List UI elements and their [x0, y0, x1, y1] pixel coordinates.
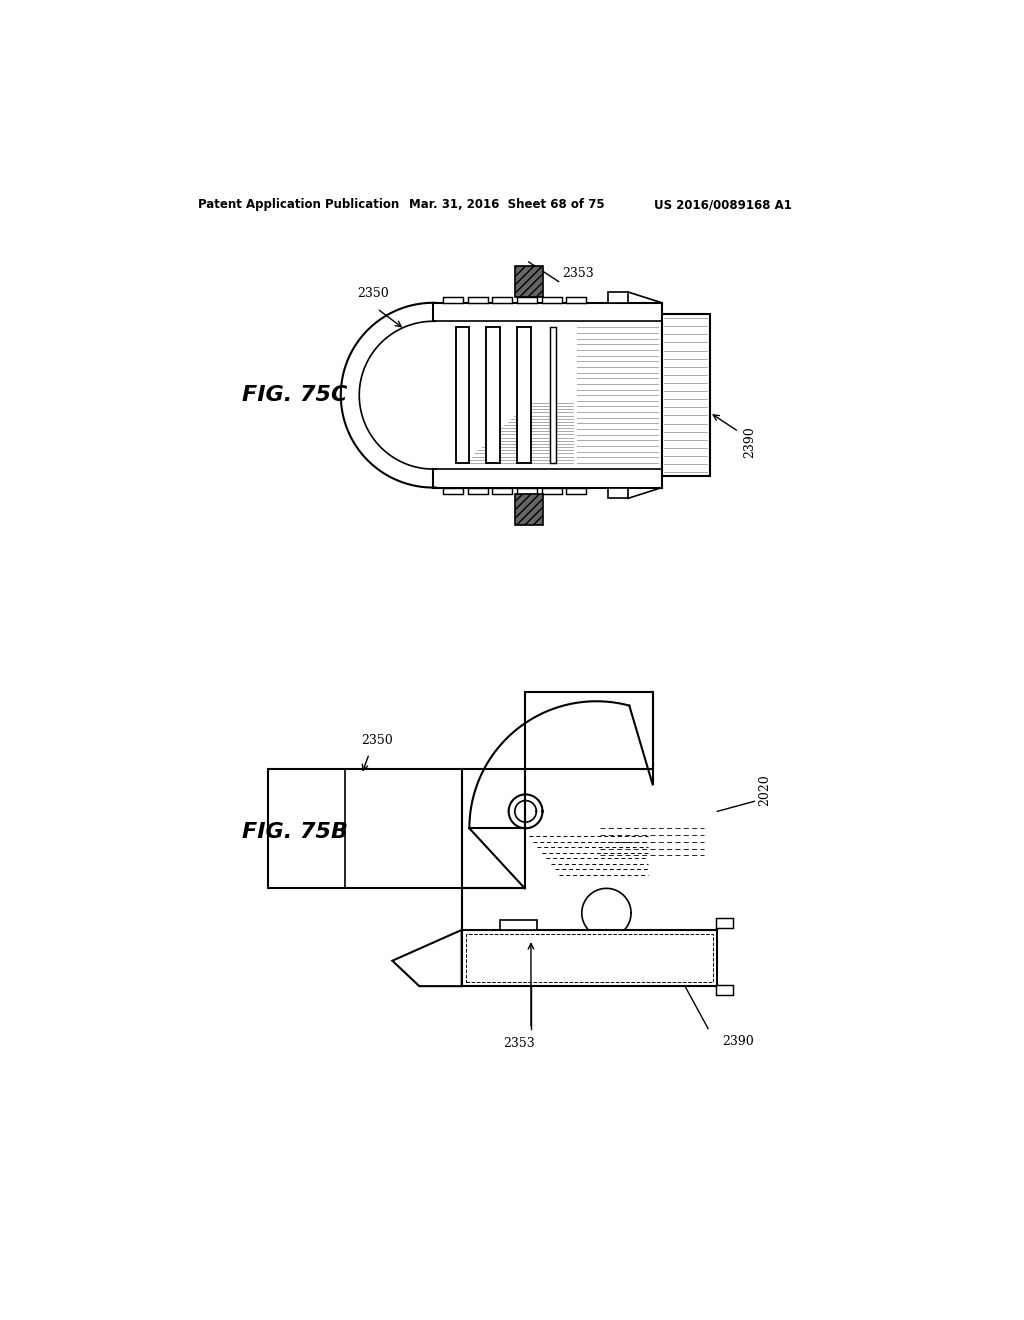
Polygon shape — [392, 929, 462, 986]
Text: FIG. 75B: FIG. 75B — [243, 822, 348, 842]
Bar — [524, 692, 652, 770]
Bar — [515, 265, 543, 297]
Text: 2353: 2353 — [562, 268, 594, 280]
Bar — [608, 292, 628, 302]
Bar — [515, 494, 543, 524]
Bar — [468, 487, 487, 494]
Bar — [517, 327, 531, 463]
Text: 2350: 2350 — [361, 734, 393, 747]
Bar — [566, 487, 587, 494]
Bar — [500, 920, 538, 929]
Bar — [550, 327, 556, 463]
Text: US 2016/0089168 A1: US 2016/0089168 A1 — [654, 198, 792, 211]
Text: 2353: 2353 — [504, 1038, 536, 1051]
Bar — [267, 770, 463, 888]
Bar — [468, 297, 487, 302]
Bar — [493, 297, 512, 302]
Text: 2390: 2390 — [742, 426, 756, 458]
Bar — [486, 327, 500, 463]
Bar — [517, 297, 538, 302]
Bar — [716, 917, 733, 928]
Bar — [462, 770, 525, 888]
Bar — [542, 487, 562, 494]
Bar — [716, 985, 733, 995]
Text: 2020: 2020 — [758, 774, 771, 805]
Text: Patent Application Publication: Patent Application Publication — [199, 198, 399, 211]
Bar — [466, 933, 714, 982]
Bar — [456, 327, 469, 463]
Text: 2390: 2390 — [722, 1035, 754, 1048]
Bar — [493, 487, 512, 494]
Bar — [443, 297, 463, 302]
Bar — [542, 297, 562, 302]
Text: Mar. 31, 2016  Sheet 68 of 75: Mar. 31, 2016 Sheet 68 of 75 — [410, 198, 605, 211]
Bar — [443, 487, 463, 494]
Text: FIG. 75C: FIG. 75C — [243, 385, 347, 405]
Bar — [462, 929, 717, 986]
Bar — [608, 487, 628, 499]
Bar — [566, 297, 587, 302]
Bar — [517, 487, 538, 494]
Text: 2350: 2350 — [357, 286, 389, 300]
Bar — [662, 314, 710, 477]
